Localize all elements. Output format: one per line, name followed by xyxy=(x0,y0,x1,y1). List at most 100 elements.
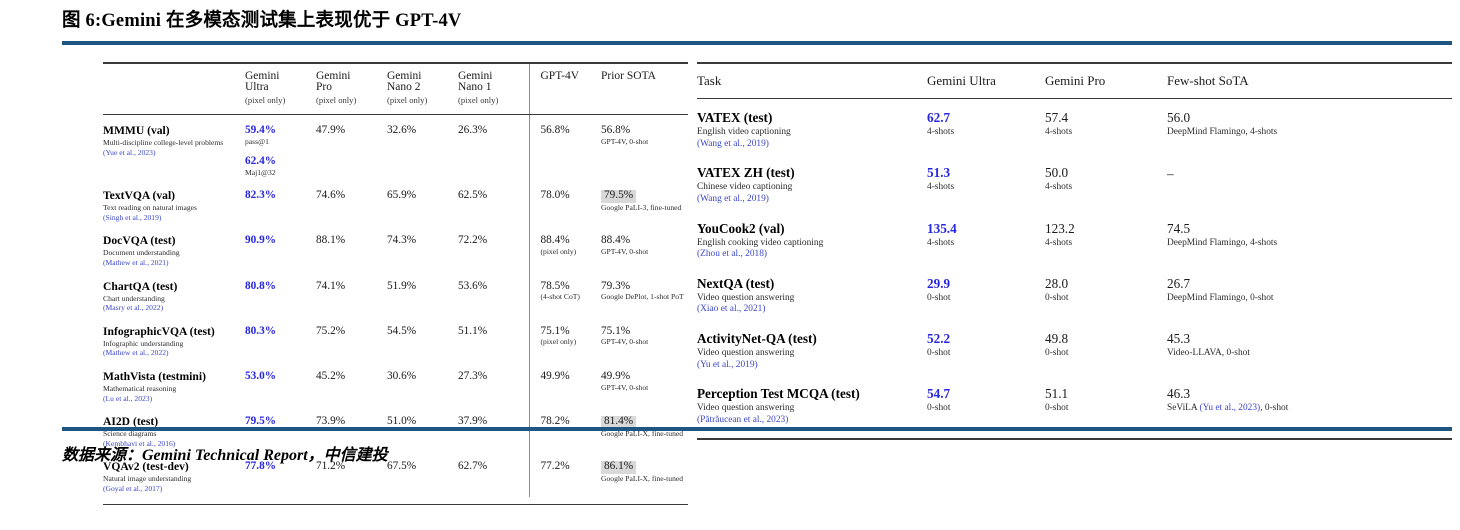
value: 67.5% xyxy=(387,460,417,473)
cell-gemini-nano1: 26.3% xyxy=(458,115,529,180)
cell-few-shot-sota: – xyxy=(1167,154,1452,209)
header-gemini-pro: Gemini Pro (pixel only) xyxy=(316,64,387,114)
header-gpt4v: GPT-4V xyxy=(528,64,601,114)
cell-gemini-nano1: 62.7% xyxy=(458,451,529,496)
table-row: NextQA (test) Video question answering (… xyxy=(697,265,1452,320)
table-rule-top xyxy=(103,62,688,64)
value-note: (pixel only) xyxy=(540,337,577,347)
cell-gemini-nano1: 51.1% xyxy=(458,316,529,361)
task-desc: Video question answering xyxy=(697,347,795,358)
value: 59.4% xyxy=(245,123,277,136)
task-desc: English video captioning xyxy=(697,127,791,138)
value: 51.3 xyxy=(927,165,951,181)
image-benchmark-body: MMMU (val) Multi-discipline college-leve… xyxy=(103,114,717,497)
value: 80.3% xyxy=(245,324,277,337)
row-task-cell: ChartQA (test) Chart understanding (Masr… xyxy=(103,271,245,316)
cell-gemini-ultra: 29.9 0-shot xyxy=(927,265,1045,320)
task-citation: (Mathew et al., 2021) xyxy=(103,258,169,268)
table-row: ActivityNet-QA (test) Video question ans… xyxy=(697,320,1452,375)
value: 46.3 xyxy=(1167,386,1191,402)
task-name: VATEX (test) xyxy=(697,110,773,126)
task-desc: Natural image understanding xyxy=(103,474,192,484)
task-citation: (Masry et al., 2022) xyxy=(103,303,164,313)
header-gemini-ultra: Gemini Ultra xyxy=(927,73,996,88)
task-name: Perception Test MCQA (test) xyxy=(697,386,860,402)
cell-gemini-ultra: 53.0% xyxy=(245,361,316,406)
value: 65.9% xyxy=(387,189,417,202)
cell-gpt4v: 78.0% xyxy=(528,180,601,226)
value: 78.5% xyxy=(540,279,570,292)
cell-few-shot-sota: 74.5 DeepMind Flamingo, 4-shots xyxy=(1167,210,1452,265)
image-benchmark-table: Gemini Ultra (pixel only) Gemini Pro (pi… xyxy=(103,62,688,505)
header-row: Gemini Ultra (pixel only) Gemini Pro (pi… xyxy=(103,64,717,114)
task-name: VQAv2 (test-dev) xyxy=(103,460,189,474)
value-note: 4-shots xyxy=(927,237,955,248)
header-line1: Gemini xyxy=(245,70,280,82)
cell-gemini-nano2: 51.0% xyxy=(387,406,458,451)
cell-gemini-pro: 28.0 0-shot xyxy=(1045,265,1167,320)
value: 74.5 xyxy=(1167,220,1191,236)
value-secondary: 62.4% xyxy=(245,155,277,168)
value-note: GPT-4V, 0-shot xyxy=(601,382,649,392)
value: 45.2% xyxy=(316,370,346,383)
cell-gemini-nano2: 67.5% xyxy=(387,451,458,496)
value: 56.0 xyxy=(1167,110,1191,126)
task-citation: (Singh et al., 2019) xyxy=(103,212,162,222)
value-note: DeepMind Flamingo, 4-shots xyxy=(1167,127,1278,138)
cell-gemini-ultra: 80.3% xyxy=(245,316,316,361)
value: 37.9% xyxy=(458,415,488,428)
value: 78.0% xyxy=(540,189,570,202)
value: 53.6% xyxy=(458,279,488,292)
cell-prior-sota: 75.1% GPT-4V, 0-shot xyxy=(601,316,717,361)
row-task-cell: NextQA (test) Video question answering (… xyxy=(697,265,927,320)
task-citation: (Yu et al., 2019) xyxy=(697,359,758,370)
header-gemini-nano2: Gemini Nano 2 (pixel only) xyxy=(387,64,458,114)
figure-title-block: 图 6:Gemini 在多模态测试集上表现优于 GPT-4V xyxy=(62,8,1452,45)
value: 62.7% xyxy=(458,460,488,473)
cell-gemini-ultra: 77.8% xyxy=(245,451,316,496)
cell-gemini-pro: 51.1 0-shot xyxy=(1045,375,1167,430)
cell-gemini-pro: 73.9% xyxy=(316,406,387,451)
value: 26.3% xyxy=(458,123,488,136)
value: 79.3% xyxy=(601,279,631,292)
task-citation: (Kembhavi et al., 2016) xyxy=(103,438,176,448)
value-note: 0-shot xyxy=(1045,292,1069,303)
table-row: ChartQA (test) Chart understanding (Masr… xyxy=(103,270,717,316)
sota-model-name: SeViLA xyxy=(1167,403,1200,414)
header-few-shot-sota: Few-shot SoTA xyxy=(1167,73,1249,88)
value-note-composite: SeViLA (Yu et al., 2023), 0-shot xyxy=(1167,401,1452,415)
value: 54.7 xyxy=(927,386,951,402)
header-row: Task Gemini Ultra Gemini Pro Few-shot So… xyxy=(697,64,1452,98)
task-name: MathVista (testmini) xyxy=(103,370,206,384)
task-citation: (Mathew et al., 2022) xyxy=(103,348,169,358)
header-gemini-pro: Gemini Pro xyxy=(1045,73,1106,88)
tables-container: Gemini Ultra (pixel only) Gemini Pro (pi… xyxy=(0,62,1460,505)
value: 72.2% xyxy=(458,234,488,247)
cell-gemini-nano2: 30.6% xyxy=(387,361,458,406)
cell-gemini-pro: 45.2% xyxy=(316,361,387,406)
value-highlighted: 86.1% xyxy=(601,461,637,474)
cell-gemini-ultra: 135.4 4-shots xyxy=(927,210,1045,265)
cell-gemini-ultra: 54.7 0-shot xyxy=(927,375,1045,430)
table-row: Perception Test MCQA (test) Video questi… xyxy=(697,375,1452,430)
header-task xyxy=(103,64,245,114)
task-name: NextQA (test) xyxy=(697,275,775,291)
task-citation: (Goyal et al., 2017) xyxy=(103,484,163,493)
cell-gemini-pro: 75.2% xyxy=(316,316,387,361)
value: 52.2 xyxy=(927,330,951,346)
title-divider xyxy=(62,41,1452,45)
value: 88.4% xyxy=(601,234,631,247)
cell-gemini-nano1: 27.3% xyxy=(458,361,529,406)
value-note: 4-shots xyxy=(1045,237,1073,248)
value-note: (pixel only) xyxy=(540,247,577,257)
value: 49.9% xyxy=(601,370,631,383)
value: 56.8% xyxy=(601,123,631,136)
row-task-cell: VATEX ZH (test) Chinese video captioning… xyxy=(697,154,927,209)
cell-gemini-ultra: 62.7 4-shots xyxy=(927,99,1045,154)
header-sub: (pixel only) xyxy=(387,95,428,106)
header-line2: Nano 1 xyxy=(458,81,492,94)
cell-gemini-nano1: 53.6% xyxy=(458,271,529,316)
header-gemini-ultra: Gemini Ultra (pixel only) xyxy=(245,64,316,114)
video-benchmark-table: Task Gemini Ultra Gemini Pro Few-shot So… xyxy=(697,62,1452,440)
